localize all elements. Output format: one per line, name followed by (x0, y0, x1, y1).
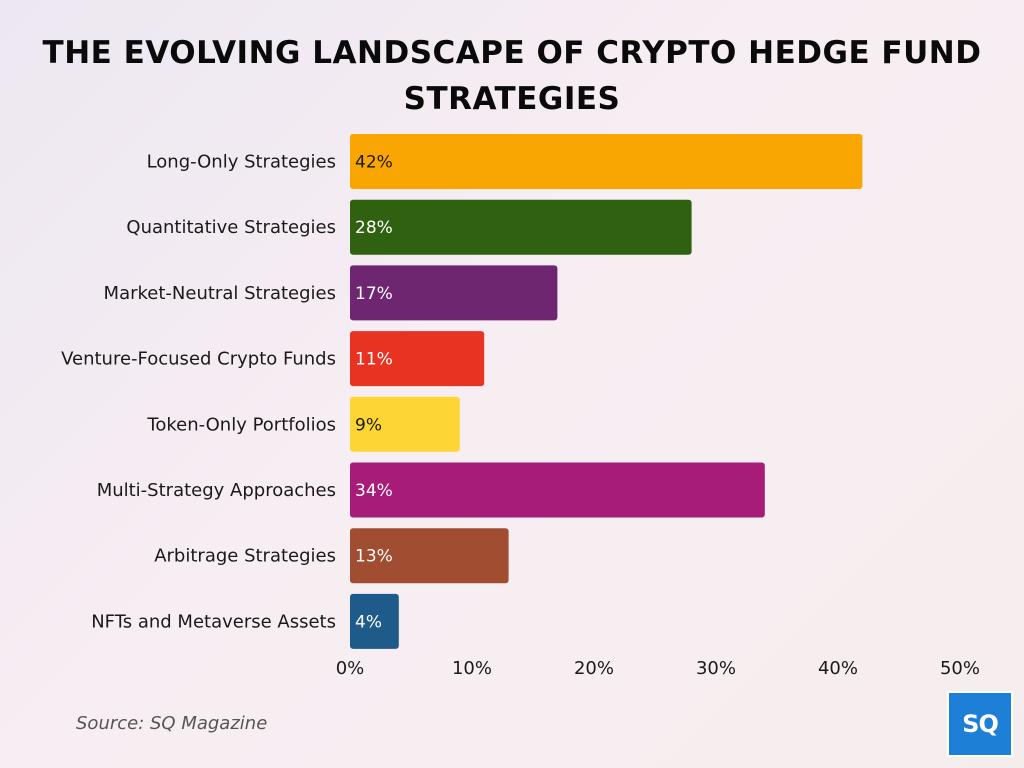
bar-value-label: 13% (355, 547, 393, 567)
category-label: Token-Only Portfolios (146, 414, 336, 435)
category-label: NFTs and Metaverse Assets (91, 611, 336, 632)
bar (350, 265, 558, 321)
bar (350, 528, 509, 584)
category-label: Quantitative Strategies (126, 217, 336, 238)
category-label: Market-Neutral Strategies (104, 283, 336, 304)
category-labels: Long-Only Strategies Quantitative Strateg… (61, 152, 336, 633)
category-label: Arbitrage Strategies (154, 546, 336, 567)
bar-value-label: 9% (355, 415, 382, 435)
x-tick-label: 50% (940, 658, 980, 679)
bar-value-label: 42% (355, 153, 393, 173)
sq-logo: SQ (947, 691, 1013, 757)
bar (350, 593, 399, 649)
bar (350, 134, 863, 189)
bar (350, 462, 765, 518)
bar-value-label: 11% (355, 350, 393, 370)
x-tick-label: 10% (452, 658, 492, 679)
bar-value-label: 4% (355, 612, 382, 632)
x-tick-label: 20% (574, 658, 614, 679)
bar (350, 199, 692, 255)
category-label: Multi-Strategy Approaches (97, 480, 336, 501)
bar-value-label: 28% (355, 218, 393, 238)
bar-value-label: 34% (355, 481, 393, 501)
category-label: Long-Only Strategies (147, 152, 336, 173)
category-label: Venture-Focused Crypto Funds (61, 349, 336, 370)
bar (350, 331, 485, 387)
x-tick-label: 30% (696, 658, 736, 679)
x-tick-label: 40% (818, 658, 858, 679)
chart-title: THE EVOLVING LANDSCAPE OF CRYPTO HEDGE F… (42, 35, 982, 117)
x-axis-tick-labels: 0% 10% 20% 30% 40% 50% (336, 658, 980, 679)
bar-value-label: 17% (355, 284, 393, 304)
bar (350, 396, 460, 452)
bars-layer: 42% 28% 17% 11% 9% 34% 13% 4% (350, 134, 863, 649)
x-tick-label: 0% (336, 658, 365, 679)
logo-text: SQ (962, 710, 999, 738)
source-note: Source: SQ Magazine (76, 713, 268, 734)
